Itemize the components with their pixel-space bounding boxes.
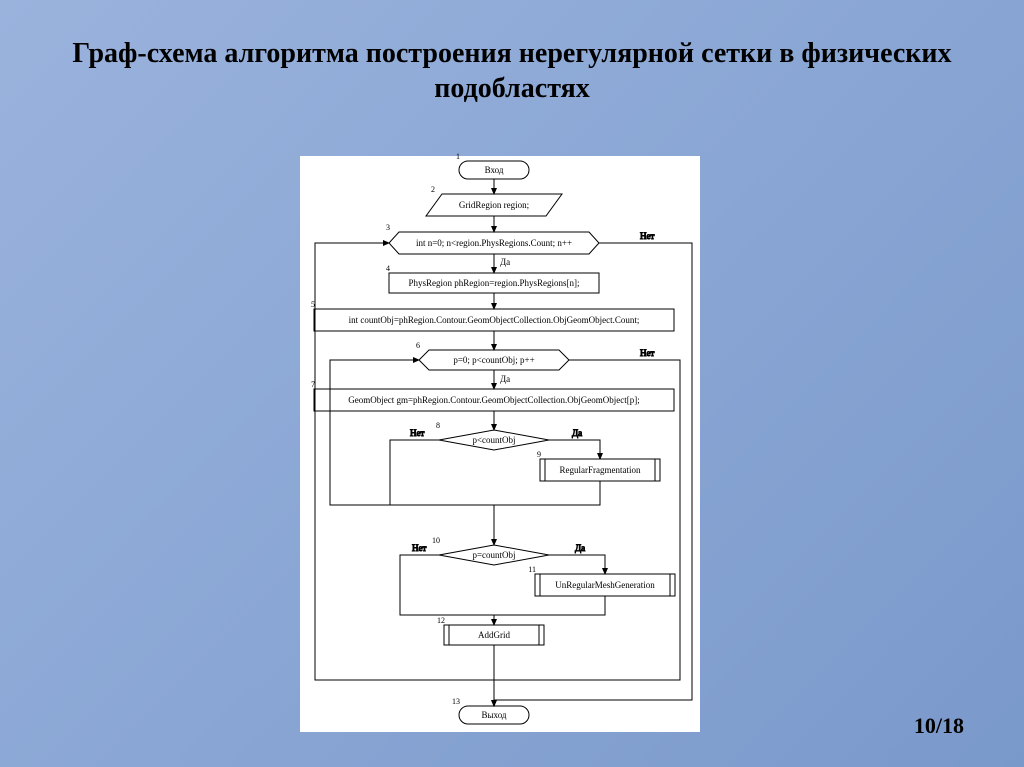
node-text: RegularFragmentation: [560, 465, 641, 475]
node-number: 10: [432, 536, 440, 545]
edge-label-yes: Да: [500, 257, 510, 267]
edge-label-yes: Да: [500, 374, 510, 384]
node-text: AddGrid: [478, 630, 510, 640]
node-number: 5: [311, 300, 315, 309]
node-text: p=countObj: [472, 550, 515, 560]
edge-label-no: Нет: [640, 231, 654, 241]
node-text: GridRegion region;: [459, 200, 529, 210]
edge-label-yes: Да: [572, 428, 582, 438]
node-number: 6: [416, 341, 420, 350]
node-text: Выход: [481, 710, 506, 720]
node-text: int n=0; n<region.PhysRegions.Count; n++: [416, 238, 572, 248]
node-text: int countObj=phRegion.Contour.GeomObject…: [349, 315, 640, 325]
edge-label-yes: Да: [575, 543, 585, 553]
edge-label-no: Нет: [640, 348, 654, 358]
node-text: PhysRegion phRegion=region.PhysRegions[n…: [408, 278, 579, 288]
node-text: GeomObject gm=phRegion.Contour.GeomObjec…: [348, 395, 640, 405]
edge-label-no: Нет: [410, 428, 424, 438]
node-number: 1: [456, 152, 460, 161]
node-text: p=0; p<countObj; p++: [453, 355, 534, 365]
node-number: 2: [431, 185, 435, 194]
node-number: 9: [537, 450, 541, 459]
node-text: Вход: [485, 165, 504, 175]
node-number: 12: [437, 616, 445, 625]
node-number: 3: [386, 223, 390, 232]
node-number: 13: [452, 697, 460, 706]
node-number: 8: [436, 421, 440, 430]
node-text: UnRegularMeshGeneration: [555, 580, 655, 590]
node-number: 11: [528, 565, 536, 574]
node-number: 4: [386, 264, 390, 273]
edge-label-no: Нет: [412, 543, 426, 553]
flowchart-svg: ДаДа Нет Нет Да Нет Да Нет ВходGrid: [0, 0, 1024, 767]
node-number: 7: [311, 380, 315, 389]
node-text: p<countObj: [472, 435, 515, 445]
